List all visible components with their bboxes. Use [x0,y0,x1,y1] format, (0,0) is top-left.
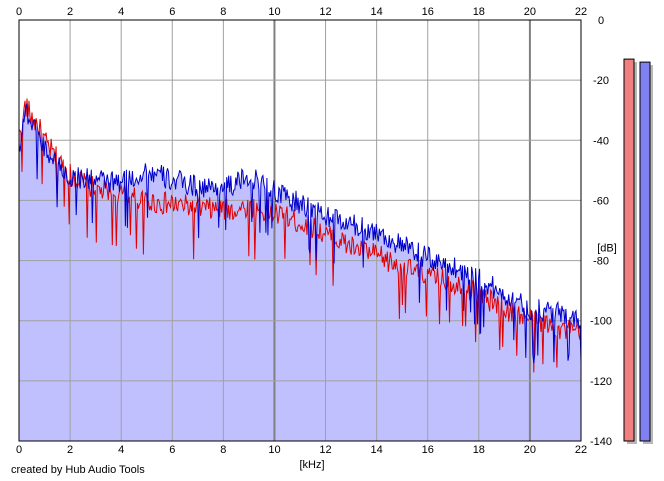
series-line-2 [18,103,582,364]
x-tick-label-top: 10 [268,6,280,18]
level-meter-bar [623,58,635,442]
x-tick-label-bottom: 8 [220,444,226,456]
x-tick-label-top: 12 [319,6,331,18]
x-tick-label-bottom: 12 [319,444,331,456]
y-axis-right: 0 -20 -40 -60 -80 -100 -120 -140 [590,15,612,448]
x-axis-label: [kHz] [299,459,324,471]
x-tick-label-bottom: 18 [473,444,485,456]
x-tick-label-bottom: 10 [268,444,280,456]
y-tick-label: -120 [590,376,612,388]
x-tick-label-bottom: 0 [16,444,22,456]
x-tick-label-bottom: 2 [67,444,73,456]
x-tick-label-top: 16 [422,6,434,18]
x-tick-label-top: 18 [473,6,485,18]
x-tick-label-top: 22 [575,6,587,18]
x-tick-label-top: 4 [118,6,124,18]
x-tick-label-top: 8 [220,6,226,18]
y-tick-label: -40 [593,135,609,147]
y-tick-label: -60 [593,195,609,207]
x-axis-bottom: 0 2 4 6 8 10 12 14 16 18 20 22 [16,444,587,456]
y-axis-label: [dB] [597,243,617,255]
plot-border [18,19,582,442]
x-tick-label-top: 2 [67,6,73,18]
y-tick-label: -100 [590,316,612,328]
x-tick-label-bottom: 22 [575,444,587,456]
x-tick-label-bottom: 16 [422,444,434,456]
x-tick-label-bottom: 20 [524,444,536,456]
level-meter-bar [639,61,651,442]
x-tick-label-top: 0 [16,6,22,18]
y-tick-label: -20 [593,75,609,87]
spectrum-fill [19,98,581,441]
x-tick-label-bottom: 6 [169,444,175,456]
y-tick-label: 0 [598,15,604,27]
level-meters [623,58,653,444]
x-tick-label-top: 6 [169,6,175,18]
y-tick-label: -140 [590,436,612,448]
x-tick-label-bottom: 4 [118,444,124,456]
credit-text: created by Hub Audio Tools [11,464,145,476]
x-axis-top: 0 2 4 6 8 10 12 14 16 18 20 22 [16,6,587,18]
spectrum-series [18,98,582,373]
x-tick-label-top: 14 [371,6,383,18]
x-tick-label-bottom: 14 [371,444,383,456]
x-tick-label-top: 20 [524,6,536,18]
y-tick-label: -80 [593,256,609,268]
series-line-1 [18,98,582,373]
